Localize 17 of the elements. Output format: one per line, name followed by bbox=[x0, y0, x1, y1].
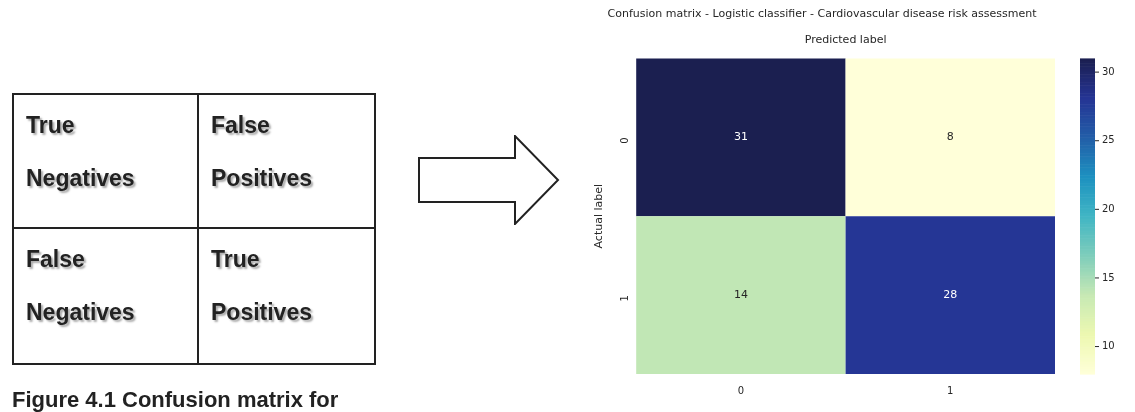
x-axis-title: Predicted label bbox=[804, 32, 887, 46]
color-bar-label: 30 bbox=[1102, 65, 1115, 77]
color-bar-label: 10 bbox=[1102, 340, 1115, 352]
data-label: 28 bbox=[943, 287, 958, 301]
text: True Negatives bbox=[14, 95, 199, 229]
data-label: 14 bbox=[733, 287, 748, 301]
chart-title: Confusion matrix - Logistic classifier - Cardiovascular disease risk assessment bbox=[607, 7, 1038, 21]
y-axis-title: Actual label bbox=[592, 183, 606, 249]
data-label: 31 bbox=[733, 130, 748, 144]
text: False Positives bbox=[199, 95, 374, 229]
data-label: 8 bbox=[946, 130, 954, 144]
text: True Positives bbox=[210, 245, 313, 327]
color-bar-label: 15 bbox=[1102, 271, 1115, 283]
caption: Figure 4.1 Confusion matrix for bbox=[12, 387, 340, 412]
color-bar-label: 25 bbox=[1102, 134, 1115, 146]
text: False Negatives bbox=[14, 229, 199, 363]
color-bar-label: 20 bbox=[1102, 202, 1115, 214]
